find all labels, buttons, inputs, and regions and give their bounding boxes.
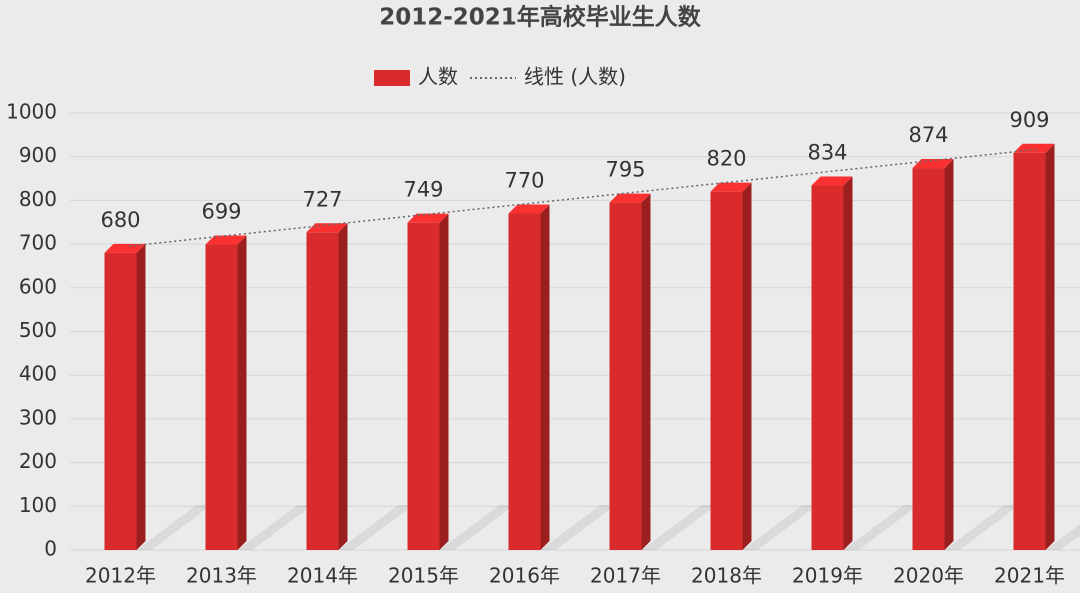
bar-top bbox=[407, 213, 449, 223]
bar-shadow bbox=[944, 505, 1020, 550]
y-tick-label: 400 bbox=[19, 362, 57, 386]
y-tick-label: 100 bbox=[19, 493, 57, 517]
bar bbox=[508, 213, 541, 550]
y-tick-label: 800 bbox=[19, 187, 57, 211]
bar-top bbox=[609, 193, 651, 203]
bar-shadow bbox=[1045, 524, 1080, 550]
value-label: 727 bbox=[302, 187, 342, 211]
x-tick-label: 2015年 bbox=[388, 564, 459, 588]
value-label: 820 bbox=[706, 147, 746, 171]
bar-top bbox=[912, 159, 954, 169]
bar-top bbox=[811, 176, 853, 186]
value-label: 909 bbox=[1009, 108, 1049, 132]
x-tick-label: 2012年 bbox=[85, 564, 156, 588]
bar-side bbox=[641, 193, 651, 550]
bar-side bbox=[1045, 143, 1055, 550]
bar-shadow bbox=[439, 505, 515, 550]
bar-side bbox=[237, 235, 247, 551]
bar-top bbox=[710, 182, 752, 192]
trendline bbox=[129, 148, 1039, 247]
bar-shadow bbox=[843, 505, 919, 550]
x-tick-label: 2020年 bbox=[893, 564, 964, 588]
legend-label: 人数 bbox=[418, 65, 458, 89]
y-tick-label: 1000 bbox=[6, 100, 57, 124]
bar bbox=[811, 185, 844, 551]
bar-shadow bbox=[136, 505, 212, 550]
x-tick-label: 2018年 bbox=[691, 564, 762, 588]
y-tick-label: 300 bbox=[19, 405, 57, 429]
bar-side bbox=[338, 223, 348, 550]
bar-side bbox=[843, 176, 853, 551]
bar-top bbox=[205, 235, 247, 245]
bar bbox=[1013, 152, 1046, 550]
bar-top bbox=[1013, 143, 1055, 153]
x-tick-label: 2016年 bbox=[489, 564, 560, 588]
bar-side bbox=[742, 182, 752, 550]
value-label: 680 bbox=[100, 208, 140, 232]
bar-side bbox=[439, 213, 449, 550]
bar-shadow bbox=[742, 505, 818, 550]
bar-top bbox=[306, 223, 348, 233]
bar-shadow bbox=[338, 505, 414, 550]
bar bbox=[104, 252, 137, 550]
y-tick-label: 900 bbox=[19, 143, 57, 167]
x-tick-label: 2017年 bbox=[590, 564, 661, 588]
x-tick-label: 2013年 bbox=[186, 564, 257, 588]
chart-title: 2012-2021年高校毕业生人数 bbox=[379, 4, 702, 31]
legend-swatch bbox=[374, 70, 410, 86]
bar bbox=[407, 222, 440, 550]
x-tick-label: 2019年 bbox=[792, 564, 863, 588]
y-tick-label: 0 bbox=[44, 537, 57, 561]
bar-shadow bbox=[641, 505, 717, 550]
y-tick-label: 600 bbox=[19, 274, 57, 298]
legend-label: 线性 (人数) bbox=[524, 65, 626, 89]
bar bbox=[710, 191, 743, 550]
x-tick-label: 2021年 bbox=[994, 564, 1065, 588]
value-label: 834 bbox=[807, 141, 847, 165]
bar bbox=[205, 244, 238, 551]
bar-shadow bbox=[540, 505, 616, 550]
bar-side bbox=[540, 204, 550, 550]
value-label: 770 bbox=[504, 169, 544, 193]
y-tick-label: 200 bbox=[19, 449, 57, 473]
value-label: 795 bbox=[605, 158, 645, 182]
bar-side bbox=[136, 243, 146, 550]
y-tick-label: 700 bbox=[19, 231, 57, 255]
value-label: 749 bbox=[403, 178, 443, 202]
bar bbox=[912, 168, 945, 550]
bar bbox=[609, 202, 642, 550]
value-label: 699 bbox=[201, 200, 241, 224]
x-tick-label: 2014年 bbox=[287, 564, 358, 588]
bar-top bbox=[508, 204, 550, 214]
bar-side bbox=[944, 159, 954, 550]
bar bbox=[306, 232, 339, 550]
y-tick-label: 500 bbox=[19, 318, 57, 342]
value-label: 874 bbox=[908, 123, 948, 147]
bar-shadow bbox=[237, 505, 313, 550]
